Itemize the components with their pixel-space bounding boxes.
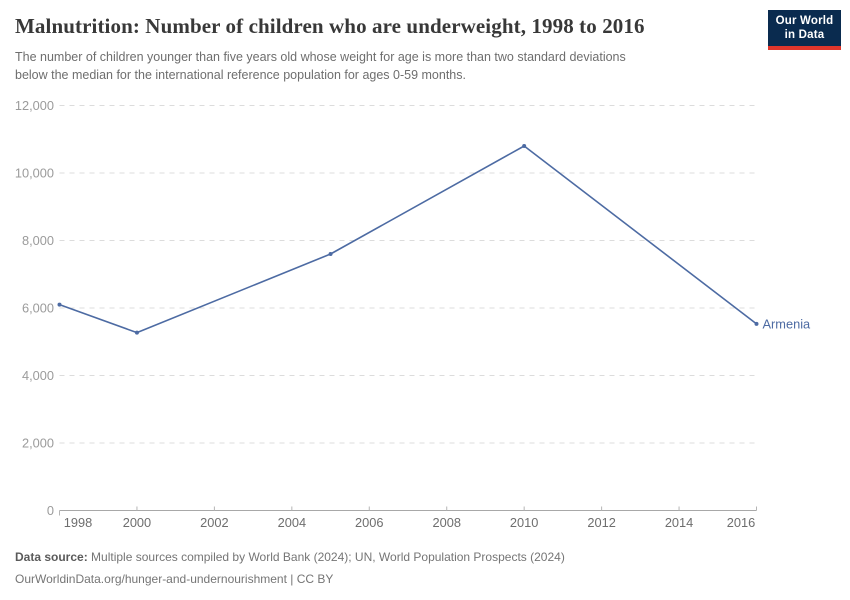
y-tick-label: 10,000 xyxy=(15,166,54,181)
x-tick-label: 1998 xyxy=(64,515,92,530)
chart-title: Malnutrition: Number of children who are… xyxy=(15,14,645,38)
x-tick-label: 2002 xyxy=(200,515,228,530)
y-tick-label: 2,000 xyxy=(22,436,54,451)
x-tick-label: 2014 xyxy=(665,515,693,530)
attribution-link[interactable]: OurWorldinData.org/hunger-and-undernouri… xyxy=(15,572,334,587)
x-tick-label: 2004 xyxy=(278,515,306,530)
x-tick-label: 2016 xyxy=(727,515,755,530)
data-point-2010[interactable] xyxy=(522,144,527,148)
data-point-2005[interactable] xyxy=(328,252,333,256)
chart-subtitle-line-2: below the median for the international r… xyxy=(15,68,466,83)
x-tick-label: 2010 xyxy=(510,515,538,530)
owid-logo-text-line-2: in Data xyxy=(784,29,825,41)
chart-subtitle: The number of children younger than five… xyxy=(15,48,760,84)
x-tick-label: 2006 xyxy=(355,515,383,530)
series-label-armenia[interactable]: Armenia xyxy=(763,316,812,331)
data-point-2000[interactable] xyxy=(134,330,139,335)
y-tick-label: 12,000 xyxy=(15,98,54,113)
chart-header: Malnutrition: Number of children who are… xyxy=(15,14,760,84)
y-tick-label: 6,000 xyxy=(22,301,54,316)
data-point-1998[interactable] xyxy=(57,302,62,307)
series-line-armenia[interactable] xyxy=(59,145,757,334)
data-source-text: Multiple sources compiled by World Bank … xyxy=(87,550,565,564)
owid-logo-text-line-1: Our World xyxy=(775,14,834,27)
x-tick-label: 2008 xyxy=(432,515,460,530)
y-tick-label: 8,000 xyxy=(22,233,54,248)
line-chart-canvas: 0 2,000 4,000 6,000 8,000 10,000 12,000 1998 200… xyxy=(15,98,812,530)
x-tick-label: 2000 xyxy=(123,515,151,530)
data-source-label: Data source: xyxy=(15,550,88,564)
data-source-line: Data source: Multiple sources compiled b… xyxy=(15,546,565,568)
chart-subtitle-line-1: The number of children younger than five… xyxy=(15,50,626,64)
owid-logo[interactable]: Our World in Data xyxy=(768,10,841,50)
x-tick-label: 2012 xyxy=(587,515,615,530)
y-tick-label: 4,000 xyxy=(22,368,54,383)
y-tick-label: 0 xyxy=(47,503,54,518)
data-point-2016[interactable] xyxy=(754,321,759,326)
chart-footer: Data source: Multiple sources compiled b… xyxy=(15,546,565,590)
